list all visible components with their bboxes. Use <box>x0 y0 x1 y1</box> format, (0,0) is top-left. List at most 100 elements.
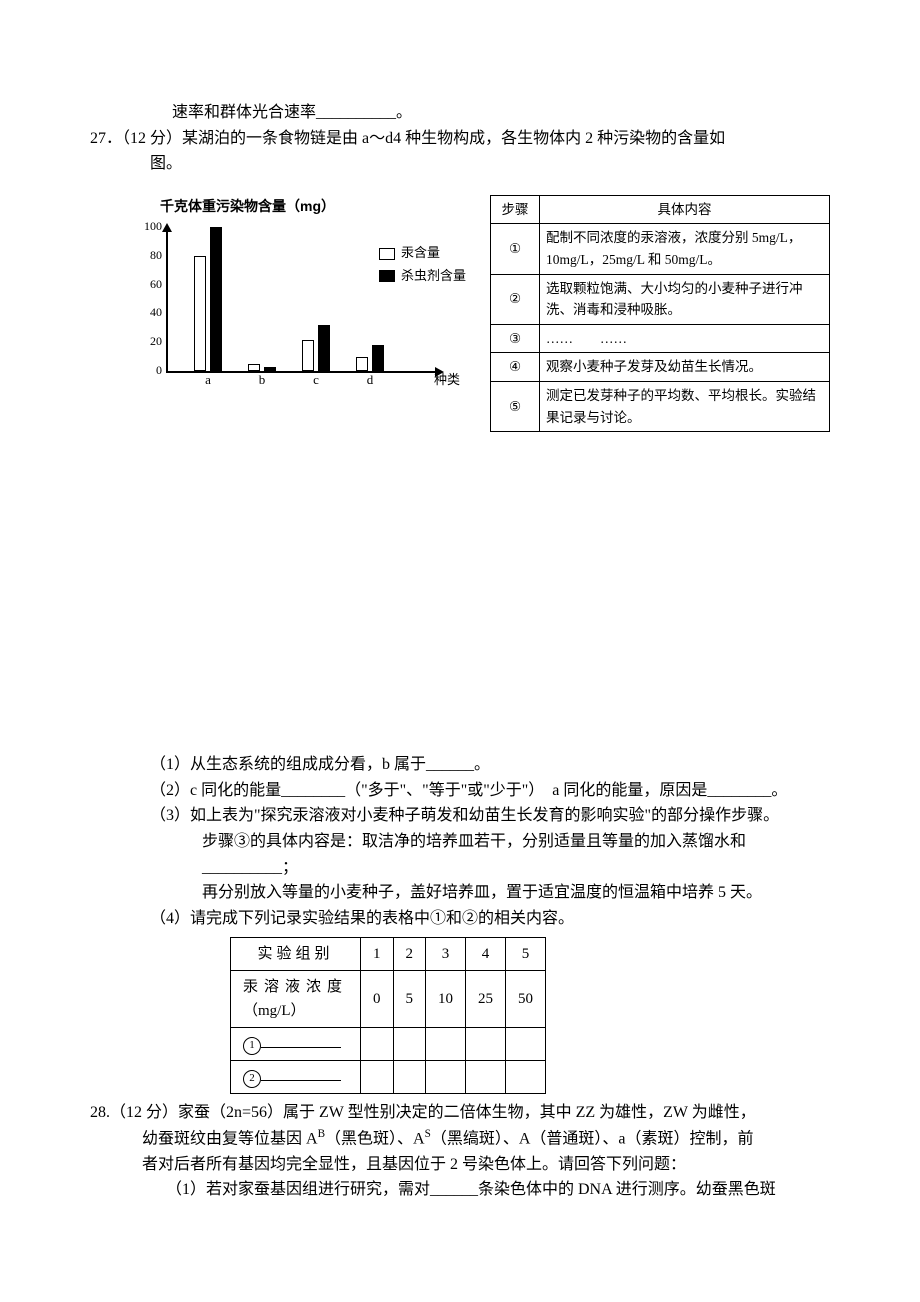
blank-2 <box>261 1065 341 1081</box>
q27-part4: （4）请完成下列记录实验结果的表格中①和②的相关内容。 <box>90 906 830 932</box>
res-row-1: 实验组别 1 2 3 4 5 <box>231 938 546 971</box>
legend-label-2: 杀虫剂含量 <box>401 266 466 287</box>
res-r3-3 <box>466 1028 506 1061</box>
res-r4-1 <box>393 1061 426 1094</box>
q28-num: 28. <box>90 1104 110 1121</box>
circ-1-icon: 1 <box>243 1037 261 1055</box>
bar-a-1 <box>210 227 222 371</box>
step-2-n: ② <box>491 274 540 324</box>
res-r4-3 <box>466 1061 506 1094</box>
bar-d-1 <box>372 345 384 371</box>
ytick-80: 80 <box>136 246 162 265</box>
res-r2-label: 汞溶液浓度 （mg/L） <box>231 971 361 1028</box>
legend: 汞含量 杀虫剂含量 <box>379 241 466 289</box>
results-table: 实验组别 1 2 3 4 5 汞溶液浓度 （mg/L） 0 5 10 25 50… <box>230 937 546 1094</box>
res-r1-3: 4 <box>466 938 506 971</box>
q28-l2a: 幼蚕斑纹由复等位基因 A <box>142 1130 318 1147</box>
spacer <box>90 442 830 752</box>
step-3-n: ③ <box>491 324 540 353</box>
q27-part3b: 步骤③的具体内容是：取洁净的培养皿若干，分别适量且等量的加入蒸馏水和______… <box>90 829 830 880</box>
q27-intro1-text: （12 分）某湖泊的一条食物链是由 a～d4 种生物构成，各生物体内 2 种污染… <box>122 130 725 147</box>
res-r4-label: 2 <box>231 1061 361 1094</box>
res-row-4: 2 <box>231 1061 546 1094</box>
blank-1 <box>261 1032 341 1048</box>
res-r3-1 <box>393 1028 426 1061</box>
step-3-t: …… …… <box>540 324 830 353</box>
ytick-100: 100 <box>136 217 162 236</box>
bar-chart: 千克体重污染物含量（mg） 汞含量 杀虫剂含量 种类 020406080100a… <box>130 195 450 391</box>
res-row-2: 汞溶液浓度 （mg/L） 0 5 10 25 50 <box>231 971 546 1028</box>
legend-item-2: 杀虫剂含量 <box>379 266 466 287</box>
prev-page-tail: 速率和群体光合速率__________。 <box>90 100 830 126</box>
step-row-5: ⑤测定已发芽种子的平均数、平均根长。实验结果记录与讨论。 <box>491 381 830 431</box>
legend-swatch-white <box>379 248 395 260</box>
step-row-4: ④观察小麦种子发芽及幼苗生长情况。 <box>491 353 830 382</box>
q27-part1: （1）从生态系统的组成成分看，b 属于______。 <box>90 752 830 778</box>
q27-part3c: 再分别放入等量的小麦种子，盖好培养皿，置于适宜温度的恒温箱中培养 5 天。 <box>90 880 830 906</box>
res-row-3: 1 <box>231 1028 546 1061</box>
step-2-t: 选取颗粒饱满、大小均匀的小麦种子进行冲洗、消毒和浸种吸胀。 <box>540 274 830 324</box>
res-r3-0 <box>361 1028 394 1061</box>
step-row-2: ②选取颗粒饱满、大小均匀的小麦种子进行冲洗、消毒和浸种吸胀。 <box>491 274 830 324</box>
x-caption: 种类 <box>434 370 460 391</box>
ytick-60: 60 <box>136 275 162 294</box>
figure-row: 千克体重污染物含量（mg） 汞含量 杀虫剂含量 种类 0 20 40 60 80 100 a… <box>130 195 830 432</box>
step-1-t: 配制不同浓度的汞溶液，浓度分别 5mg/L，10mg/L，25mg/L 和 50… <box>540 224 830 274</box>
q28-line3: 者对后者所有基因均完全显性，且基因位于 2 号染色体上。请回答下列问题： <box>90 1152 830 1178</box>
res-r3-4 <box>506 1028 546 1061</box>
ytick-0: 0 <box>136 361 162 380</box>
step-row-1: ①配制不同浓度的汞溶液，浓度分别 5mg/L，10mg/L，25mg/L 和 5… <box>491 224 830 274</box>
res-r2-1: 5 <box>393 971 426 1028</box>
ytick-20: 20 <box>136 332 162 351</box>
q28-l2b: （黑色斑）、A <box>325 1130 425 1147</box>
tail-text: 速率和群体光合速率__________。 <box>172 104 412 121</box>
steps-head-1: 具体内容 <box>540 195 830 224</box>
res-r4-2 <box>426 1061 466 1094</box>
res-r2-4: 50 <box>506 971 546 1028</box>
steps-table: 步骤 具体内容 ①配制不同浓度的汞溶液，浓度分别 5mg/L，10mg/L，25… <box>490 195 830 432</box>
res-r1-2: 3 <box>426 938 466 971</box>
q28-l1: （12 分）家蚕（2n=56）属于 ZW 型性别决定的二倍体生物，其中 ZZ 为… <box>110 1104 756 1121</box>
chart-title: 千克体重污染物含量（mg） <box>160 195 450 217</box>
res-r2-label-b: （mg/L） <box>243 1003 306 1019</box>
steps-head: 步骤 具体内容 <box>491 195 830 224</box>
q27-num: 27． <box>90 130 122 147</box>
xlabel-c: c <box>306 370 326 391</box>
bar-a-0 <box>194 256 206 371</box>
q27-intro-1: 27．（12 分）某湖泊的一条食物链是由 a～d4 种生物构成，各生物体内 2 … <box>90 126 830 152</box>
step-row-3: ③…… …… <box>491 324 830 353</box>
step-4-n: ④ <box>491 353 540 382</box>
sup-B: B <box>318 1128 325 1140</box>
bar-c-0 <box>302 340 314 372</box>
res-r1-1: 2 <box>393 938 426 971</box>
step-5-t: 测定已发芽种子的平均数、平均根长。实验结果记录与讨论。 <box>540 381 830 431</box>
res-r2-label-a: 汞溶液浓度 <box>243 979 348 995</box>
res-r3-label: 1 <box>231 1028 361 1061</box>
chart-area: 汞含量 杀虫剂含量 种类 020406080100abcd <box>130 221 450 391</box>
q27-part2: （2）c 同化的能量________（"多于"、"等于"或"少于"） a 同化的… <box>90 778 830 804</box>
q27-intro-2: 图。 <box>90 151 830 177</box>
q28-l2c: （黑缟斑）、A（普通斑）、a（素斑）控制，前 <box>431 1130 754 1147</box>
q28-part1: （1）若对家蚕基因组进行研究，需对______条染色体中的 DNA 进行测序。幼… <box>90 1177 830 1203</box>
res-r4-0 <box>361 1061 394 1094</box>
res-r4-4 <box>506 1061 546 1094</box>
res-r1-0: 1 <box>361 938 394 971</box>
xlabel-b: b <box>252 370 272 391</box>
ytick-40: 40 <box>136 303 162 322</box>
step-1-n: ① <box>491 224 540 274</box>
res-r2-3: 25 <box>466 971 506 1028</box>
legend-label-1: 汞含量 <box>401 243 440 264</box>
step-5-n: ⑤ <box>491 381 540 431</box>
circ-2-icon: 2 <box>243 1070 261 1088</box>
res-r2-0: 0 <box>361 971 394 1028</box>
legend-swatch-black <box>379 270 395 282</box>
q28-line2: 幼蚕斑纹由复等位基因 AB（黑色斑）、AS（黑缟斑）、A（普通斑）、a（素斑）控… <box>90 1126 830 1152</box>
res-r1-label: 实验组别 <box>231 938 361 971</box>
legend-item-1: 汞含量 <box>379 243 466 264</box>
bar-d-0 <box>356 357 368 371</box>
bar-c-1 <box>318 325 330 371</box>
xlabel-d: d <box>360 370 380 391</box>
q28-line1: 28.（12 分）家蚕（2n=56）属于 ZW 型性别决定的二倍体生物，其中 Z… <box>90 1100 830 1126</box>
y-axis <box>166 229 168 373</box>
xlabel-a: a <box>198 370 218 391</box>
